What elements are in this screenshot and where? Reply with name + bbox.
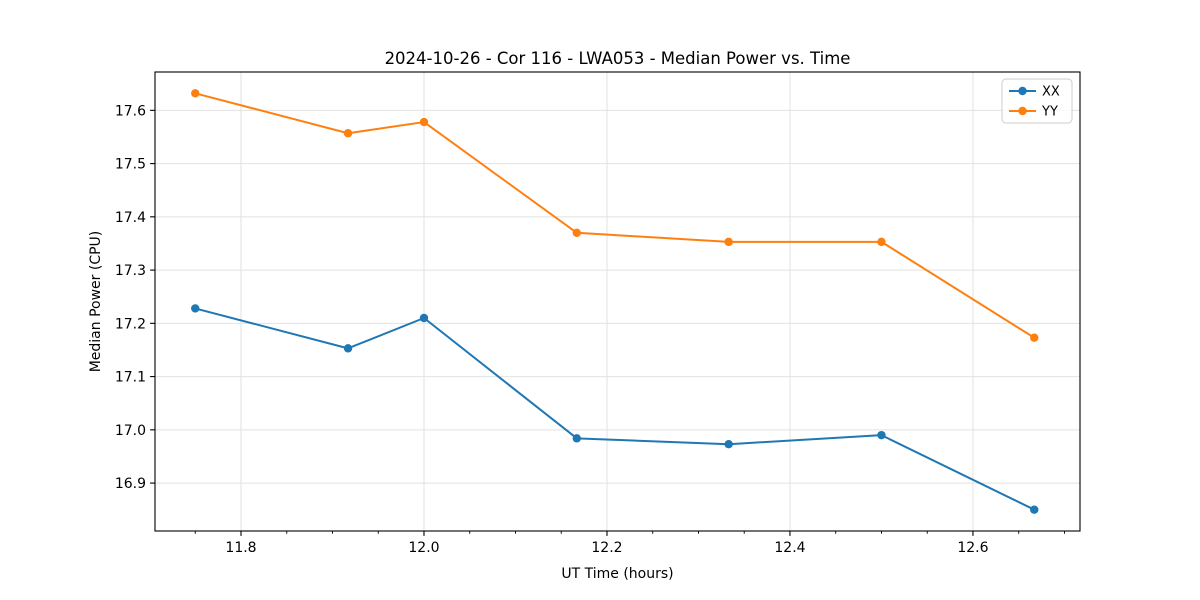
legend-box <box>1001 78 1073 124</box>
y-tick-label: 17.2 <box>115 316 146 332</box>
data-point-XX <box>343 344 353 353</box>
legend-marker-YY <box>1018 106 1027 116</box>
x-tick-label: 12.6 <box>957 540 988 556</box>
grid-layer <box>155 72 1080 531</box>
data-point-XX <box>724 440 733 449</box>
data-point-YY <box>877 237 886 247</box>
y-axis-label: Median Power (CPU) <box>88 231 104 373</box>
data-point-YY <box>191 89 200 98</box>
y-tick-label: 16.9 <box>115 476 146 492</box>
y-tick-label: 17.6 <box>115 103 146 119</box>
data-point-YY <box>724 237 733 247</box>
legend-label-XX: XX <box>1042 85 1060 100</box>
series-line-XX <box>194 307 1036 511</box>
chart-title: 2024-10-26 - Cor 116 - LWA053 - Median P… <box>385 49 851 68</box>
y-tick-label: 17.0 <box>115 423 146 439</box>
y-tick-label: 17.1 <box>115 370 146 386</box>
data-point-XX <box>191 304 200 313</box>
series-line-YY <box>194 92 1036 339</box>
data-point-YY <box>1030 333 1039 342</box>
data-point-YY <box>343 129 353 138</box>
x-tick-label: 12.4 <box>774 540 805 556</box>
y-tick-label: 17.3 <box>115 263 146 279</box>
series-layer <box>191 89 1039 514</box>
data-point-XX <box>877 430 886 440</box>
data-point-XX <box>572 434 581 443</box>
plot-border <box>154 71 1081 532</box>
data-point-YY <box>572 228 581 238</box>
legend: XX YY <box>1001 78 1073 124</box>
y-tick-label: 17.5 <box>115 157 146 173</box>
legend-label-YY: YY <box>1041 105 1058 120</box>
data-point-YY <box>419 117 429 127</box>
axes-layer: 11.8 12.0 12.2 12.4 12.6 16.9 17.0 17.1 17.2 17.3… <box>115 71 1081 556</box>
x-tick-label: 11.8 <box>225 540 256 556</box>
x-tick-label: 12.2 <box>591 540 622 556</box>
data-point-XX <box>1030 505 1039 514</box>
y-tick-label: 17.4 <box>115 210 146 226</box>
x-tick-label: 12.0 <box>408 540 439 556</box>
legend-marker-XX <box>1018 86 1027 96</box>
x-axis-label: UT Time (hours) <box>561 566 673 582</box>
data-point-XX <box>419 313 429 323</box>
